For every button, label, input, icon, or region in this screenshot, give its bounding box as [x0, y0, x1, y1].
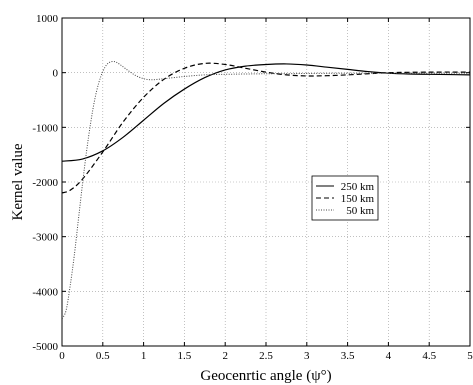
x-tick-label: 3.5 — [341, 350, 355, 362]
legend-label: 150 km — [341, 193, 375, 205]
x-tick-label: 5 — [467, 350, 473, 362]
x-tick-label: 3 — [304, 350, 310, 362]
legend-box — [311, 175, 379, 221]
y-tick-label: 1000 — [36, 13, 59, 25]
series-line-150-km — [61, 62, 471, 194]
x-tick-label: 2.5 — [259, 350, 273, 362]
x-tick-label: 0 — [59, 350, 65, 362]
y-tick-label: -5000 — [32, 341, 58, 353]
y-tick-label: -3000 — [32, 232, 58, 244]
x-tick-label: 4.5 — [422, 350, 436, 362]
x-tick-label: 0.5 — [96, 350, 110, 362]
ticks: 0 0.5 1 1.5 2 2.5 3 3.5 4 4.5 5 -5000 -4000 -3000 -200… — [32, 13, 473, 362]
x-tick-label: 1.5 — [178, 350, 192, 362]
y-tick-label: 0 — [53, 68, 59, 80]
y-tick-label: -4000 — [32, 286, 58, 298]
y-tick-label: -1000 — [32, 122, 58, 134]
legend-label: 250 km — [341, 181, 375, 193]
x-tick-label: 1 — [141, 350, 147, 362]
legend-label: 50 km — [346, 205, 374, 217]
series-layer — [61, 60, 471, 319]
x-tick-label: 4 — [386, 350, 392, 362]
y-axis-label: Kernel value — [10, 143, 26, 220]
x-tick-label: 2 — [222, 350, 228, 362]
series-line-250-km — [61, 63, 471, 162]
y-tick-label: -2000 — [32, 177, 58, 189]
x-axis-label: Geocenrtic angle (ψ°) — [200, 368, 331, 384]
